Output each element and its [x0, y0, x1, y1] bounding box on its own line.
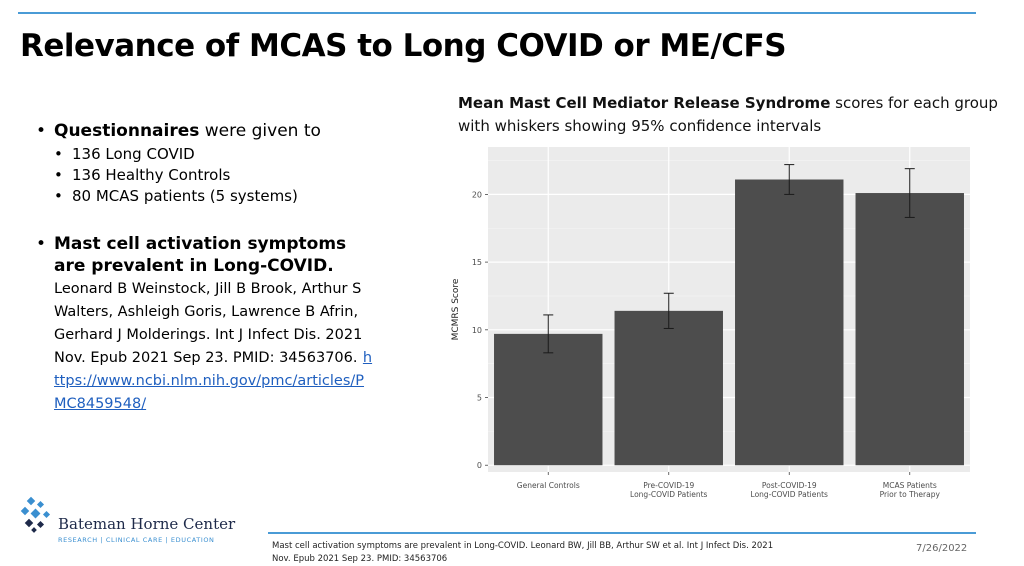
- y-tick-label: 0: [477, 461, 482, 470]
- citation-text: Leonard B Weinstock, Jill B Brook, Arthu…: [54, 281, 363, 366]
- x-tick-label: Pre-COVID-19: [643, 481, 694, 490]
- logo-tagline: RESEARCH | CLINICAL CARE | EDUCATION: [58, 536, 215, 544]
- x-tick-label: Long-COVID Patients: [630, 490, 707, 499]
- bar: [614, 310, 723, 466]
- x-tick-label: MCAS Patients: [883, 481, 937, 490]
- bullet-questionnaires: Questionnaires were given to: [36, 120, 376, 142]
- chart-caption: Mean Mast Cell Mediator Release Syndrome…: [458, 92, 998, 138]
- bar: [735, 179, 844, 466]
- x-tick-label: Post-COVID-19: [762, 481, 817, 490]
- slide-date: 7/26/2022: [916, 543, 968, 554]
- bar: [494, 333, 603, 466]
- bullet-prevalence-bold: Mast cell activation symptoms are preval…: [54, 234, 347, 276]
- x-tick-label: Prior to Therapy: [880, 490, 941, 499]
- x-tick-label: Long-COVID Patients: [751, 490, 828, 499]
- y-tick-label: 15: [472, 258, 482, 267]
- logo-mark-icon: [20, 496, 51, 533]
- top-divider: [18, 12, 976, 14]
- bullet-list: Questionnaires were given to 136 Long CO…: [36, 120, 376, 415]
- bullet-questionnaires-bold: Questionnaires: [54, 121, 200, 141]
- chart-caption-bold: Mean Mast Cell Mediator Release Syndrome: [458, 94, 831, 112]
- bullet-prevalence: Mast cell activation symptoms are preval…: [36, 233, 376, 415]
- x-tick-label: General Controls: [517, 481, 580, 490]
- logo: [18, 496, 58, 540]
- y-tick-label: 5: [477, 394, 482, 403]
- sub-bullet-list: 136 Long COVID 136 Healthy Controls 80 M…: [54, 144, 376, 207]
- bullet-questionnaires-text: were given to: [199, 121, 321, 141]
- slide-title: Relevance of MCAS to Long COVID or ME/CF…: [20, 28, 787, 64]
- chart-caption-text: scores for each group with whiskers show…: [458, 94, 998, 135]
- sub-bullet-long-covid: 136 Long COVID: [54, 144, 376, 165]
- bottom-divider: [268, 532, 976, 534]
- bar: [855, 193, 964, 466]
- logo-name: Bateman Horne Center: [58, 515, 236, 533]
- footnote: Mast cell activation symptoms are preval…: [272, 541, 774, 564]
- y-tick-label: 10: [472, 326, 482, 335]
- y-axis-label: MCMRS Score: [451, 278, 461, 340]
- pmc-article-link[interactable]: https://www.ncbi.nlm.nih.gov/pmc/article…: [54, 350, 373, 412]
- sub-bullet-mcas-patients: 80 MCAS patients (5 systems): [54, 186, 376, 207]
- sub-bullet-healthy-controls: 136 Healthy Controls: [54, 165, 376, 186]
- y-tick-label: 20: [472, 190, 482, 199]
